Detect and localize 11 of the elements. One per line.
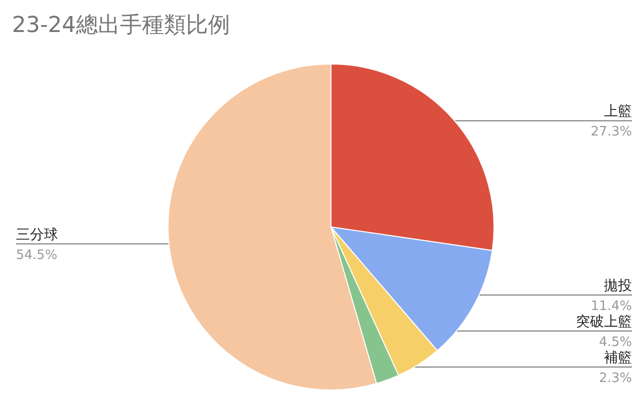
data-label: 27.3% xyxy=(590,124,632,140)
data-label: 2.3% xyxy=(598,371,632,386)
slice-label: 補籃 xyxy=(604,350,632,366)
data-label: 4.5% xyxy=(598,335,632,350)
slice-label: 突破上籃 xyxy=(576,314,632,330)
data-label: 54.5% xyxy=(16,248,58,263)
slice-label: 上籃 xyxy=(604,104,632,120)
data-label: 11.4% xyxy=(590,299,632,314)
slice-label: 拋投 xyxy=(604,278,632,294)
slice-label: 三分球 xyxy=(16,226,58,243)
chart-title: 23-24總出手種類比例 xyxy=(12,12,230,40)
